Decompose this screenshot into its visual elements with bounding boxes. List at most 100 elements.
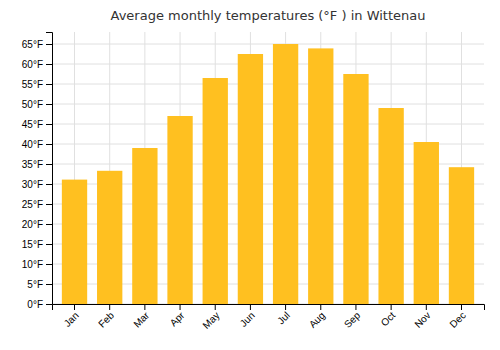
- tick-label: Sep: [342, 309, 363, 330]
- tick-mark: [426, 304, 427, 310]
- tick-label: 65°F: [22, 39, 43, 50]
- tick: Mar: [131, 304, 151, 330]
- tick-label: Jan: [62, 310, 81, 329]
- tick-label: Nov: [412, 310, 432, 330]
- tick-mark: [109, 304, 110, 310]
- bar: [378, 108, 403, 304]
- tick-label: 0°F: [27, 299, 43, 310]
- tick: 20°F: [22, 219, 52, 230]
- tick-label: 20°F: [22, 219, 43, 230]
- tick-mark: [46, 104, 52, 105]
- tick-mark: [46, 124, 52, 125]
- bar: [167, 116, 192, 304]
- bar: [203, 78, 228, 304]
- grid-line-y: [52, 104, 484, 105]
- bar: [308, 48, 333, 304]
- tick: Dec: [447, 304, 467, 330]
- tick-mark: [46, 264, 52, 265]
- bar: [414, 142, 439, 304]
- tick: Jun: [238, 304, 257, 329]
- tick: Oct: [379, 304, 398, 328]
- grid-line-y: [52, 64, 484, 65]
- tick-mark: [46, 304, 52, 305]
- tick-mark: [46, 64, 52, 65]
- tick: Aug: [307, 304, 327, 330]
- tick: Nov: [412, 304, 432, 330]
- chart: 0°F 5°F 10°F 15°F 20°F 25°F 30°F 35°F 40°F 45°F 50…: [0, 0, 500, 350]
- tick: 30°F: [22, 179, 52, 190]
- tick-label: 5°F: [27, 279, 43, 290]
- tick-label: 10°F: [22, 259, 43, 270]
- tick-mark: [74, 304, 75, 310]
- axis-line: [46, 33, 53, 305]
- tick-label: 35°F: [22, 159, 43, 170]
- tick: 5°F: [27, 279, 52, 290]
- tick: 65°F: [22, 39, 52, 50]
- tick-mark: [46, 244, 52, 245]
- grid-line-y: [52, 44, 484, 45]
- tick: Apr: [168, 304, 187, 328]
- tick-mark: [355, 304, 356, 310]
- bar: [238, 54, 263, 304]
- axis-line: [53, 305, 485, 311]
- y-axis: 0°F 5°F 10°F 15°F 20°F 25°F 30°F 35°F 40°F 45°F 50…: [22, 33, 53, 310]
- tick: 40°F: [22, 139, 52, 150]
- tick-label: May: [200, 310, 221, 331]
- tick: 25°F: [22, 199, 52, 210]
- tick-label: 15°F: [22, 239, 43, 250]
- tick-mark: [46, 84, 52, 85]
- tick: 50°F: [22, 99, 52, 110]
- tick-mark: [391, 304, 392, 310]
- tick-mark: [46, 144, 52, 145]
- grid-line-y: [52, 124, 484, 125]
- tick-mark: [461, 304, 462, 310]
- tick: 15°F: [22, 239, 52, 250]
- tick-label: 55°F: [22, 79, 43, 90]
- tick-label: Feb: [96, 309, 116, 329]
- tick: Sep: [342, 304, 363, 330]
- bar: [273, 44, 298, 304]
- tick-label: Jul: [275, 310, 292, 327]
- tick-label: Dec: [447, 310, 467, 330]
- tick-label: Aug: [307, 310, 327, 330]
- bar: [62, 180, 87, 304]
- tick-mark: [46, 224, 52, 225]
- tick-mark: [46, 284, 52, 285]
- tick-mark: [285, 304, 286, 310]
- tick-label: 60°F: [22, 59, 43, 70]
- tick-label: Oct: [379, 310, 398, 329]
- tick: 55°F: [22, 79, 52, 90]
- bar: [97, 171, 122, 304]
- tick: 60°F: [22, 59, 52, 70]
- bars: [62, 44, 474, 304]
- tick-label: Jun: [238, 310, 257, 329]
- tick: 0°F: [27, 299, 52, 310]
- tick-label: Mar: [131, 309, 151, 329]
- tick: 35°F: [22, 159, 52, 170]
- tick-mark: [215, 304, 216, 310]
- tick-label: 40°F: [22, 139, 43, 150]
- grid: [52, 32, 484, 304]
- bar: [343, 74, 368, 304]
- tick-mark: [250, 304, 251, 310]
- tick-label: 45°F: [22, 119, 43, 130]
- x-axis: Jan Feb Mar Apr May Jun Jul Aug Sep Oct Nov Dec: [53, 304, 485, 331]
- tick-mark: [46, 184, 52, 185]
- tick: May: [200, 304, 221, 331]
- tick-mark: [46, 204, 52, 205]
- tick-label: 50°F: [22, 99, 43, 110]
- tick-label: 25°F: [22, 199, 43, 210]
- tick: Jul: [275, 304, 292, 326]
- tick-mark: [144, 304, 145, 310]
- tick-label: Apr: [168, 309, 187, 328]
- bar: [449, 167, 474, 304]
- grid-line-y: [52, 84, 484, 85]
- tick-label: 30°F: [22, 179, 43, 190]
- tick-mark: [46, 44, 52, 45]
- tick: 45°F: [22, 119, 52, 130]
- tick: Feb: [96, 304, 116, 330]
- tick-mark: [320, 304, 321, 310]
- tick: Jan: [62, 304, 81, 329]
- tick: 10°F: [22, 259, 52, 270]
- tick-mark: [180, 304, 181, 310]
